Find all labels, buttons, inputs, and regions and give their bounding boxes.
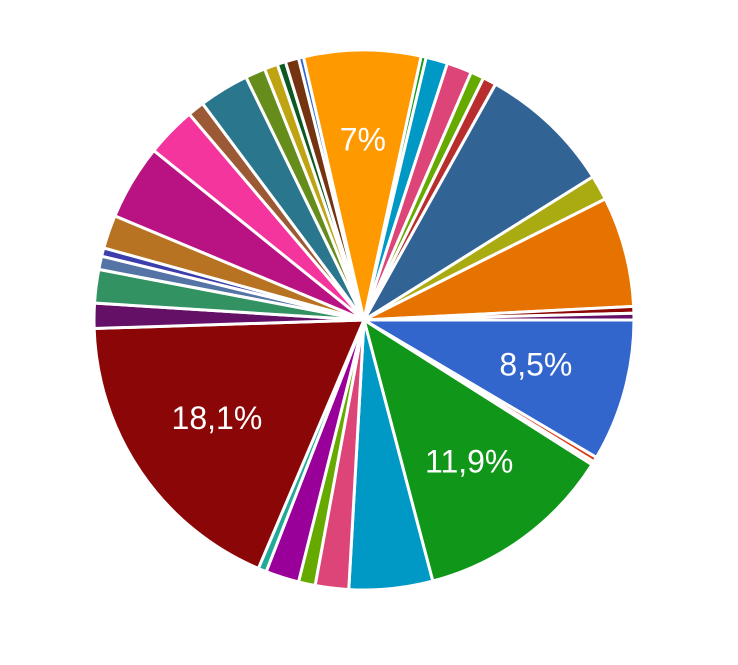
pie-slice xyxy=(92,318,367,571)
slice-label: 11,9% xyxy=(425,443,513,479)
slice-label: 8,5% xyxy=(499,346,572,382)
pie-slice xyxy=(363,311,636,322)
pie-slice xyxy=(301,48,424,321)
slice-label: 18,1% xyxy=(172,400,263,436)
pie-slice xyxy=(361,316,595,583)
pie-slice xyxy=(363,196,636,322)
pie-slice xyxy=(358,318,636,460)
slice-label: 7% xyxy=(340,121,386,157)
pie-slice xyxy=(362,82,595,322)
